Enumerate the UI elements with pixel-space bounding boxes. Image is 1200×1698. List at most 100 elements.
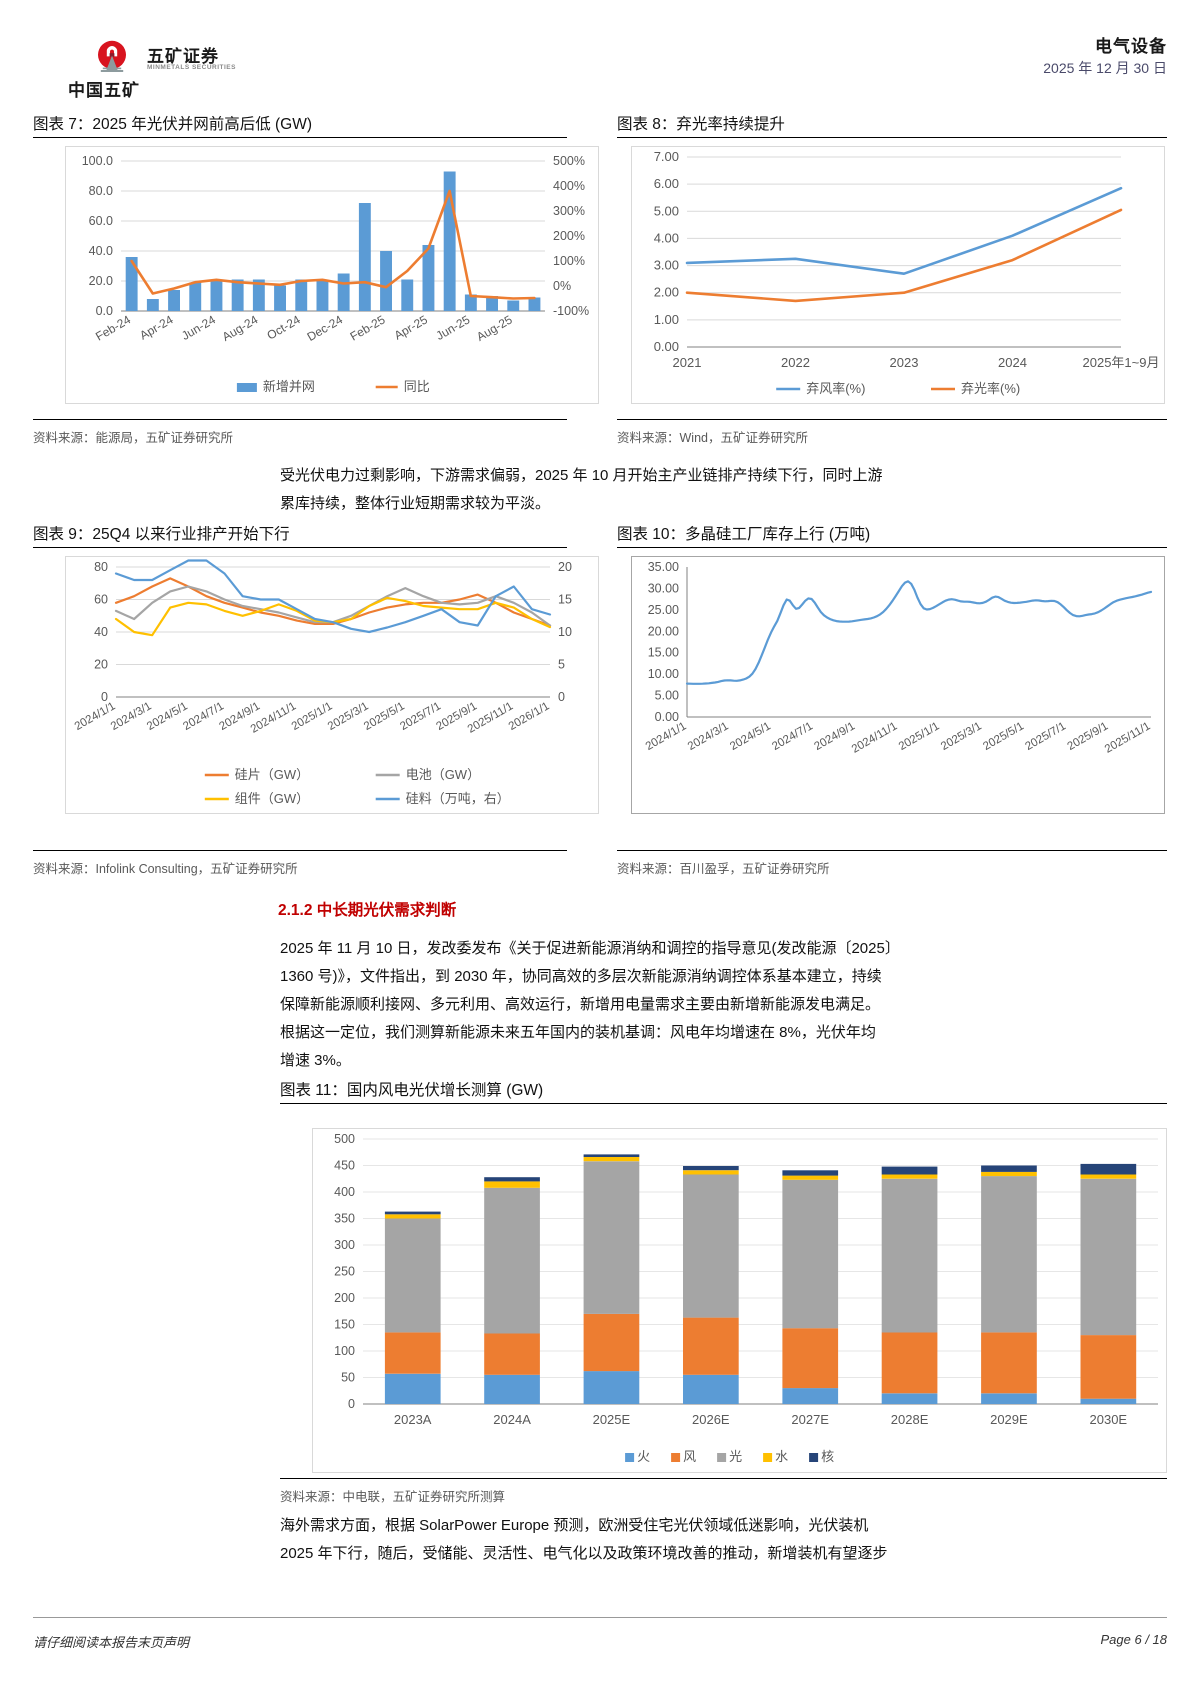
svg-text:0%: 0% (553, 279, 571, 293)
svg-text:2024/3/1: 2024/3/1 (686, 720, 731, 753)
svg-text:2024/5/1: 2024/5/1 (145, 700, 190, 733)
svg-text:4.00: 4.00 (654, 230, 679, 245)
svg-text:100: 100 (334, 1344, 355, 1358)
svg-text:30.00: 30.00 (648, 581, 679, 595)
svg-text:200: 200 (334, 1291, 355, 1305)
svg-text:-100%: -100% (553, 304, 589, 318)
svg-text:Jun-24: Jun-24 (179, 312, 218, 343)
svg-text:Feb-25: Feb-25 (348, 312, 388, 343)
svg-text:500%: 500% (553, 154, 585, 168)
svg-text:2024/7/1: 2024/7/1 (181, 700, 226, 733)
svg-text:2026/1/1: 2026/1/1 (507, 700, 552, 733)
svg-text:25.00: 25.00 (648, 603, 679, 617)
svg-text:0.00: 0.00 (655, 710, 679, 724)
svg-text:0: 0 (348, 1397, 355, 1411)
svg-text:2024/1/1: 2024/1/1 (73, 700, 118, 733)
svg-text:15.00: 15.00 (648, 646, 679, 660)
svg-text:2025/7/1: 2025/7/1 (1023, 720, 1068, 753)
svg-text:20.00: 20.00 (648, 624, 679, 638)
svg-text:0: 0 (558, 690, 565, 704)
svg-text:100.0: 100.0 (82, 154, 113, 168)
svg-text:2025/11/1: 2025/11/1 (1103, 720, 1153, 756)
svg-text:20.0: 20.0 (89, 274, 113, 288)
svg-text:2024/11/1: 2024/11/1 (850, 720, 900, 756)
svg-text:35.00: 35.00 (648, 560, 679, 574)
svg-text:核: 核 (821, 1449, 834, 1464)
svg-text:风: 风 (683, 1449, 696, 1464)
svg-text:2025年1~9月: 2025年1~9月 (1083, 355, 1160, 370)
svg-text:同比: 同比 (404, 379, 430, 394)
svg-text:150: 150 (334, 1318, 355, 1332)
svg-text:2025/5/1: 2025/5/1 (362, 700, 407, 733)
svg-text:火: 火 (637, 1449, 650, 1464)
svg-text:400%: 400% (553, 179, 585, 193)
svg-text:组件（GW）: 组件（GW） (235, 791, 309, 806)
svg-text:250: 250 (334, 1265, 355, 1279)
svg-text:硅片（GW）: 硅片（GW） (235, 767, 309, 782)
svg-text:2028E: 2028E (891, 1412, 929, 1427)
svg-text:2021: 2021 (673, 355, 702, 370)
svg-text:Jun-25: Jun-25 (434, 312, 473, 343)
svg-text:光: 光 (729, 1449, 742, 1464)
svg-text:水: 水 (775, 1449, 788, 1464)
svg-text:80: 80 (94, 560, 108, 574)
svg-text:2025/7/1: 2025/7/1 (398, 700, 443, 733)
svg-text:3.00: 3.00 (654, 258, 679, 273)
svg-text:5.00: 5.00 (655, 689, 679, 703)
svg-text:0.0: 0.0 (96, 304, 113, 318)
svg-text:2.00: 2.00 (654, 285, 679, 300)
svg-text:2024A: 2024A (493, 1412, 531, 1427)
svg-text:6.00: 6.00 (654, 176, 679, 191)
svg-text:10.00: 10.00 (648, 667, 679, 681)
svg-text:80.0: 80.0 (89, 184, 113, 198)
svg-text:2030E: 2030E (1090, 1412, 1128, 1427)
svg-text:20: 20 (94, 658, 108, 672)
svg-text:2025/1/1: 2025/1/1 (897, 720, 942, 753)
svg-text:2026E: 2026E (692, 1412, 730, 1427)
svg-text:100%: 100% (553, 254, 585, 268)
svg-text:50: 50 (341, 1371, 355, 1385)
svg-text:300%: 300% (553, 204, 585, 218)
svg-text:2024/7/1: 2024/7/1 (770, 720, 815, 753)
svg-text:5.00: 5.00 (654, 203, 679, 218)
svg-text:500: 500 (334, 1132, 355, 1146)
svg-text:弃光率(%): 弃光率(%) (961, 381, 1020, 396)
svg-text:Apr-24: Apr-24 (137, 312, 175, 342)
svg-text:15: 15 (558, 593, 572, 607)
svg-text:2025/1/1: 2025/1/1 (290, 700, 335, 733)
svg-text:0.00: 0.00 (654, 339, 679, 354)
svg-text:2025/5/1: 2025/5/1 (981, 720, 1026, 753)
svg-text:2025E: 2025E (593, 1412, 631, 1427)
svg-text:20: 20 (558, 560, 572, 574)
svg-text:2025/3/1: 2025/3/1 (326, 700, 371, 733)
svg-text:450: 450 (334, 1159, 355, 1173)
svg-text:40: 40 (94, 625, 108, 639)
svg-text:2025/3/1: 2025/3/1 (939, 720, 984, 753)
svg-text:1.00: 1.00 (654, 312, 679, 327)
svg-text:2023A: 2023A (394, 1412, 432, 1427)
svg-text:Apr-25: Apr-25 (392, 312, 430, 342)
svg-text:Aug-25: Aug-25 (474, 312, 515, 344)
svg-text:40.0: 40.0 (89, 244, 113, 258)
svg-text:200%: 200% (553, 229, 585, 243)
svg-text:Dec-24: Dec-24 (305, 312, 346, 344)
svg-text:2024/3/1: 2024/3/1 (109, 700, 154, 733)
svg-text:2029E: 2029E (990, 1412, 1028, 1427)
svg-text:7.00: 7.00 (654, 149, 679, 164)
svg-text:2024: 2024 (998, 355, 1027, 370)
svg-text:2027E: 2027E (791, 1412, 829, 1427)
svg-text:硅料（万吨，右）: 硅料（万吨，右） (406, 791, 510, 806)
svg-text:60: 60 (94, 593, 108, 607)
svg-text:Aug-24: Aug-24 (220, 312, 261, 344)
svg-text:60.0: 60.0 (89, 214, 113, 228)
svg-text:350: 350 (334, 1212, 355, 1226)
svg-text:400: 400 (334, 1185, 355, 1199)
svg-text:Oct-24: Oct-24 (265, 312, 303, 342)
svg-text:2022: 2022 (781, 355, 810, 370)
svg-text:2024/5/1: 2024/5/1 (728, 720, 773, 753)
svg-text:电池（GW）: 电池（GW） (406, 767, 480, 782)
svg-text:5: 5 (558, 658, 565, 672)
svg-text:新增并网: 新增并网 (263, 379, 315, 394)
svg-text:10: 10 (558, 625, 572, 639)
svg-text:2024/1/1: 2024/1/1 (644, 720, 689, 753)
